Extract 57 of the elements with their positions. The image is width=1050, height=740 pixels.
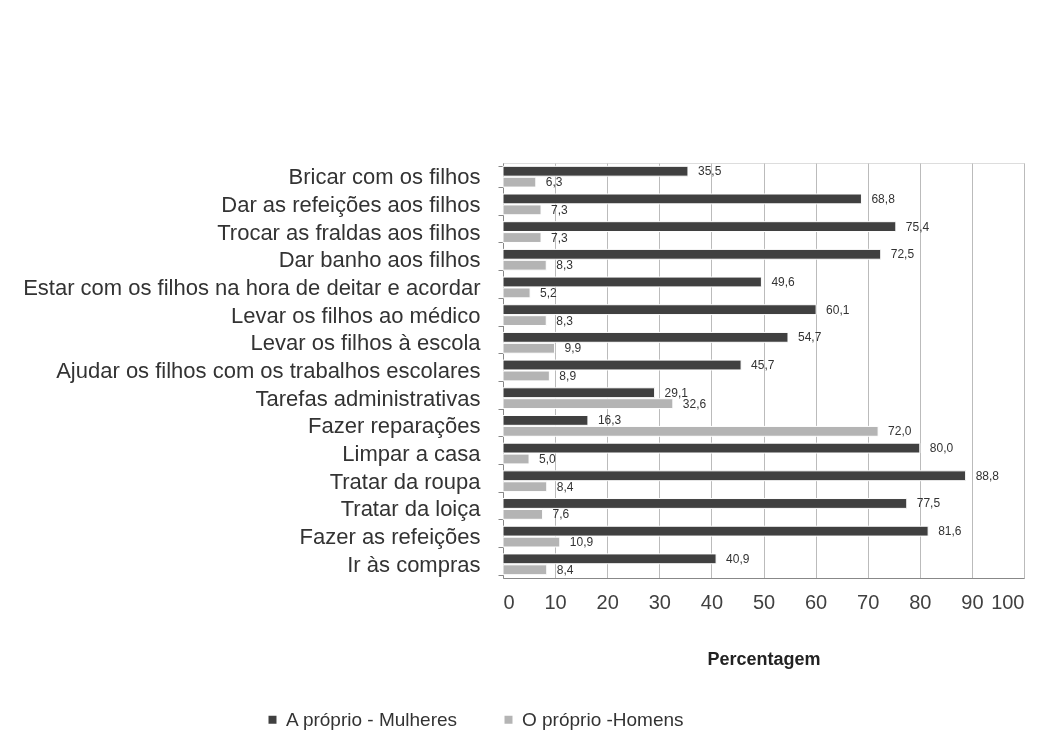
data-label: 10,9: [569, 535, 594, 550]
x-tick-label: 30: [648, 590, 671, 613]
x-tick-label: 40: [700, 590, 724, 613]
data-label: 45,7: [751, 358, 775, 373]
y-tick-label: Fazer as refeições: [299, 524, 481, 550]
x-tick-label: 80: [909, 590, 932, 613]
y-tick-label: Dar as refeições aos filhos: [221, 191, 481, 217]
x-axis-title: Percentagem: [707, 648, 821, 669]
data-label: 81,6: [938, 524, 962, 539]
data-label: 7,3: [551, 230, 569, 245]
data-label: 40,9: [726, 551, 750, 566]
data-label: 68,8: [871, 191, 896, 206]
data-label: 80,0: [929, 441, 954, 456]
y-tick-label: Ajudar os filhos com os trabalhos escolares: [56, 358, 481, 383]
data-label: 5,2: [540, 285, 558, 300]
y-tick-label: Dar banho aos filhos: [278, 247, 481, 273]
x-tick-label: 70: [857, 590, 880, 613]
data-label: 35,5: [697, 164, 722, 179]
y-tick-label: Tarefas administrativas: [255, 385, 481, 411]
data-label: 5,0: [539, 452, 557, 467]
data-label: 60,1: [826, 302, 850, 317]
data-label: 54,7: [797, 330, 822, 345]
data-label: 72,0: [888, 424, 912, 439]
data-label: 88,8: [975, 468, 1000, 483]
y-tick-label: Fazer reparações: [308, 413, 481, 439]
data-label: 8,4: [556, 479, 574, 494]
y-tick-label: Levar os filhos à escola: [250, 330, 482, 356]
y-tick-label: Ir às compras: [347, 551, 481, 577]
data-label: 16,3: [597, 413, 622, 428]
y-tick-label: Tratar da roupa: [329, 468, 482, 494]
data-label: 72,5: [890, 247, 915, 262]
y-tick-label: Tratar da loiça: [340, 496, 482, 522]
data-label: 8,4: [556, 562, 574, 577]
data-label: 6,3: [545, 175, 563, 190]
y-tick-label: Levar os filhos ao médico: [231, 302, 481, 328]
x-tick-label: 20: [596, 590, 619, 613]
x-tick-label: 100: [991, 590, 1025, 613]
legend-label: A próprio - Mulheres: [286, 708, 458, 730]
x-tick-label: 0: [503, 590, 515, 613]
data-label: 75,4: [905, 219, 930, 234]
y-tick-label: Limpar a casa: [342, 441, 482, 467]
data-label: 8,3: [556, 258, 574, 273]
x-tick-label: 50: [752, 590, 776, 613]
data-label: 49,6: [771, 274, 796, 289]
legend-label: O próprio -Homens: [522, 708, 684, 730]
data-label: 7,3: [551, 202, 569, 217]
x-tick-label: 10: [544, 590, 567, 613]
x-tick-label: 60: [804, 590, 828, 613]
data-label: 8,9: [559, 368, 577, 383]
y-tick-label: Bricar com os filhos: [288, 164, 481, 190]
y-tick-label: Estar com os filhos na hora de deitar e acordar: [23, 274, 481, 300]
data-label: 77,5: [916, 496, 941, 511]
x-tick-label: 90: [961, 590, 984, 613]
data-label: 8,3: [556, 313, 574, 328]
data-label: 7,6: [552, 507, 570, 522]
data-label: 9,9: [564, 341, 582, 356]
y-tick-label: Trocar as fraldas aos filhos: [217, 219, 481, 245]
